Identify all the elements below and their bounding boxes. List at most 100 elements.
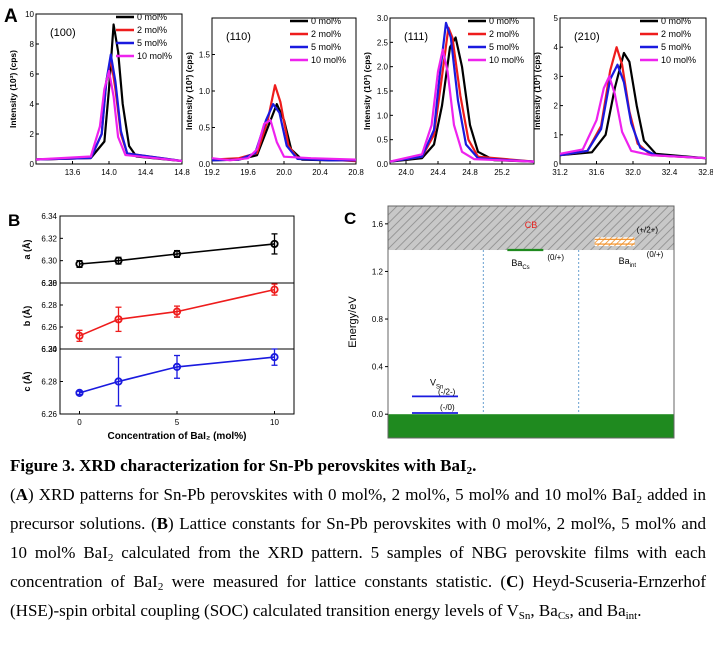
caption-panel-ref: C	[506, 572, 519, 591]
caption-text: ) Heyd-Scuseria-Ernzerhof (HSE)-spin orb…	[10, 572, 706, 620]
panel-letter-a: A	[4, 6, 18, 27]
y-tick-label: 6.30	[41, 257, 57, 266]
series-line	[559, 63, 707, 160]
plot-frame	[387, 205, 675, 439]
data-point	[270, 353, 279, 362]
series-line	[389, 48, 535, 163]
legend-label: 10 mol%	[661, 55, 696, 65]
series-line	[35, 23, 183, 163]
x-tick-label: 32.8	[698, 168, 713, 177]
caption-subscript: Sn	[518, 610, 531, 622]
series-line	[79, 243, 275, 265]
lattice-subplot: 6.24 6.26 6.28 6.30 b (Å)	[22, 279, 295, 354]
legend-label: 10 mol%	[137, 51, 172, 61]
x-tick-label: 31.6	[589, 168, 605, 177]
y-axis-label: c (Å)	[22, 371, 32, 391]
x-tick-label: 24.4	[430, 168, 446, 177]
peak-label: (111)	[404, 31, 428, 43]
x-tick-label: 32.0	[625, 168, 641, 177]
y-tick-label: 1.2	[372, 267, 384, 276]
legend-label: 5 mol%	[137, 38, 167, 48]
legend-label: 10 mol%	[311, 55, 346, 65]
x-tick-label: 19.2	[204, 168, 220, 177]
y-axis-label: Intensity (10³) (cps)	[362, 52, 372, 130]
legend-label: 0 mol%	[661, 16, 691, 26]
caption-text: ) Lattice constants for Sn-Pb perovskite…	[10, 514, 706, 562]
series-line	[211, 119, 357, 162]
caption-text: (	[10, 485, 16, 504]
y-tick-label: 5	[554, 14, 559, 23]
y-tick-label: 0.5	[377, 136, 389, 145]
xrd-subplot: 19.2 19.6 20.0 20.4 20.8 0.0 0.5 1.0 1.5 Intensit…	[184, 16, 364, 177]
legend-label: 0 mol%	[137, 12, 167, 22]
y-tick-label: 0.5	[199, 124, 211, 133]
lattice-subplot: 6.26 6.28 6.30 c (Å) 0 5 10 Concentration of Ba…	[22, 345, 295, 442]
xrd-subplot: 13.6 14.0 14.4 14.8 0 2 4 6 8 10 Intensity (10³) (…	[8, 10, 190, 177]
caption-subscript: 2	[636, 494, 642, 506]
data-point	[75, 388, 84, 397]
y-tick-label: 4	[30, 100, 35, 109]
y-tick-label: 6.30	[41, 345, 57, 354]
y-tick-label: 6.26	[41, 323, 57, 332]
caption-panel-ref: A	[15, 485, 28, 504]
y-tick-label: 6	[30, 70, 35, 79]
series-line	[389, 21, 535, 163]
y-tick-label: 2.0	[377, 63, 389, 72]
plot-frame	[59, 215, 295, 284]
y-tick-label: 6.34	[41, 212, 57, 221]
panel-letter-c: C	[344, 209, 356, 228]
y-tick-label: 0	[554, 160, 559, 169]
series-line	[389, 36, 535, 163]
x-tick-label: 20.4	[312, 168, 328, 177]
defect-subscript: Cs	[522, 265, 529, 271]
xrd-subplot: 31.2 31.6 32.0 32.4 32.8 0 1 2 3 4 5 Intensity (10³…	[532, 14, 713, 177]
defect-name: BaCs	[511, 258, 529, 271]
series-line	[211, 102, 356, 162]
defect-level-band	[594, 237, 635, 247]
legend-label: 2 mol%	[489, 29, 519, 39]
y-tick-label: 1.5	[377, 87, 389, 96]
figure-caption-body: (A) XRD patterns for Sn-Pb perovskites w…	[10, 480, 706, 625]
data-point	[172, 362, 182, 371]
y-tick-label: 2.5	[377, 38, 389, 47]
series-line	[79, 356, 275, 394]
defect-subscript: Sn	[436, 384, 443, 390]
figure-caption-title: Figure 3. XRD characterization for Sn-Pb…	[10, 456, 477, 477]
x-tick-label: 5	[175, 418, 180, 427]
x-tick-label: 0	[77, 418, 82, 427]
y-axis-label: a (Å)	[22, 239, 32, 259]
legend-label: 5 mol%	[311, 42, 341, 52]
x-tick-label: 10	[270, 418, 279, 427]
data-point	[172, 249, 182, 259]
y-tick-label: 6.24	[41, 345, 57, 354]
series-line	[35, 69, 183, 163]
y-axis-label: b (Å)	[22, 306, 32, 327]
legend-label: 10 mol%	[489, 55, 524, 65]
caption-text: , Ba	[530, 601, 558, 620]
defect-subscript: int	[630, 263, 637, 269]
y-tick-label: 6.28	[41, 279, 57, 288]
y-tick-label: 1	[554, 131, 559, 140]
series-line	[79, 288, 275, 337]
data-point	[114, 315, 123, 324]
caption-panel-ref: B	[156, 514, 168, 533]
data-point	[75, 259, 84, 269]
x-tick-label: 14.4	[138, 168, 154, 177]
y-tick-label: 2	[554, 102, 559, 111]
series-line	[559, 75, 707, 160]
y-tick-label: 1.6	[372, 220, 384, 229]
y-axis-label: Energy/eV	[347, 296, 359, 348]
y-tick-label: 0.0	[377, 160, 389, 169]
y-tick-label: 0.4	[372, 363, 384, 372]
data-point	[114, 377, 123, 386]
caption-text: .	[637, 601, 642, 620]
series-line	[35, 53, 183, 163]
y-tick-label: 6.26	[41, 410, 57, 419]
y-axis-label: Intensity (10³) (cps)	[184, 52, 194, 130]
caption-subscript: int	[625, 610, 638, 622]
x-tick-label: 20.0	[276, 168, 292, 177]
caption-subscript: Cs	[557, 610, 570, 622]
lattice-constants-plot: 6.286.306.326.34a (Å)6.246.266.286.30b (…	[22, 212, 295, 442]
y-tick-label: 3.0	[377, 14, 389, 23]
y-tick-label: 1.5	[199, 51, 211, 60]
